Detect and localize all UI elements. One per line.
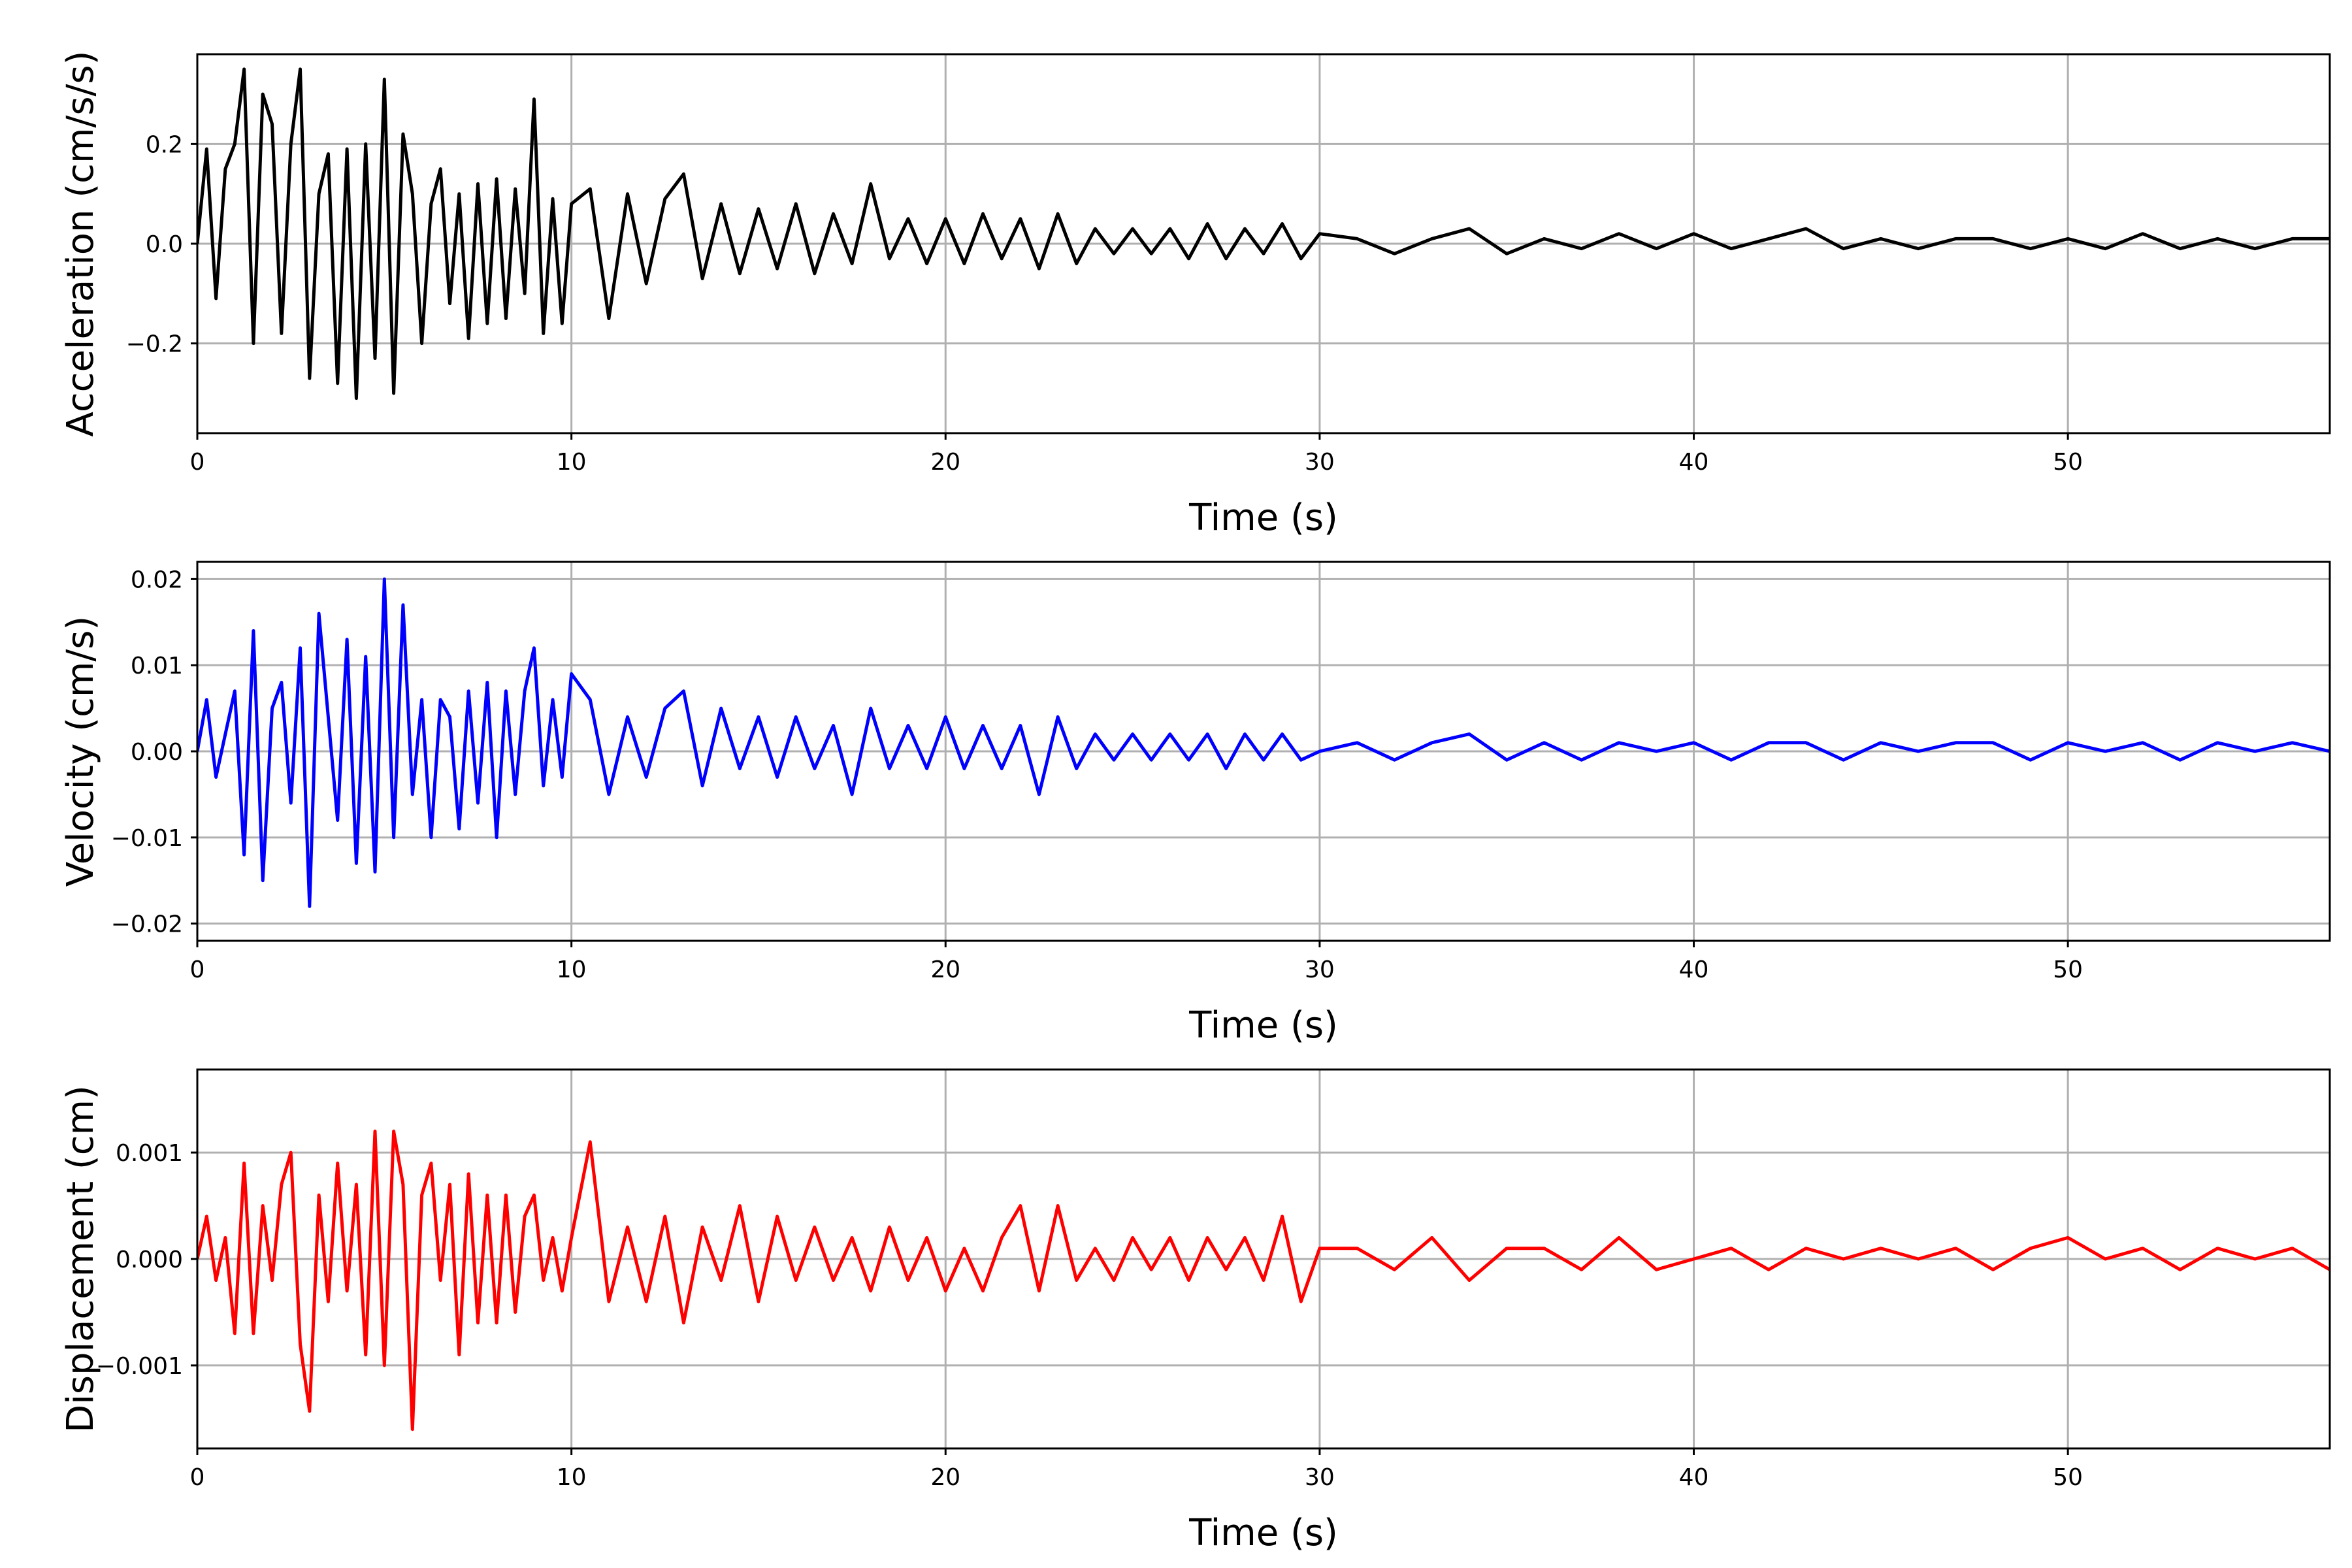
velocity-series-line [197, 577, 2330, 908]
velocity-y-tick-label: −0.01 [111, 825, 183, 852]
acceleration-y-tick-label: 0.2 [146, 131, 183, 158]
acceleration-x-tick-label: 0 [190, 449, 205, 476]
displacement-x-tick-label: 20 [930, 1464, 960, 1491]
acceleration-y-axis-label: Acceleration (cm/s/s) [59, 51, 102, 437]
acceleration-x-tick-label: 50 [2053, 449, 2083, 476]
displacement-x-tick-label: 0 [190, 1464, 205, 1491]
acceleration-panel: 0 10 20 30 40 50 −0.2 0.0 0.2 Time (s) Acceleratio… [59, 51, 2331, 539]
velocity-x-tick-label: 20 [930, 956, 960, 983]
velocity-y-tick-label: 0.01 [131, 653, 183, 679]
acceleration-x-tick-label: 20 [930, 449, 960, 476]
displacement-panel: 0 10 20 30 40 50 −0.001 0.000 0.001 Time (s) Displ… [59, 1068, 2331, 1554]
velocity-y-tick-label: 0.00 [131, 739, 183, 766]
velocity-x-tick-label: 30 [1305, 956, 1335, 983]
acceleration-x-tick-label: 10 [557, 449, 587, 476]
displacement-x-tick-label: 30 [1305, 1464, 1335, 1491]
displacement-y-tick-label: 0.001 [116, 1140, 183, 1167]
acceleration-series-line [197, 67, 2330, 400]
displacement-x-tick-label: 40 [1679, 1464, 1709, 1491]
acceleration-x-tick-label: 30 [1305, 449, 1335, 476]
velocity-y-tick-label: −0.02 [111, 911, 183, 938]
displacement-x-tick-label: 10 [557, 1464, 587, 1491]
displacement-y-tick-label: −0.001 [96, 1353, 183, 1380]
displacement-y-tick-label: 0.000 [116, 1247, 183, 1273]
acceleration-x-tick-label: 40 [1679, 449, 1709, 476]
acceleration-y-tick-label: −0.2 [126, 331, 183, 358]
velocity-x-tick-label: 50 [2053, 956, 2083, 983]
velocity-y-axis-label: Velocity (cm/s) [59, 616, 102, 887]
velocity-x-tick-label: 40 [1679, 956, 1709, 983]
velocity-x-tick-label: 10 [557, 956, 587, 983]
acceleration-y-tick-label: 0.0 [146, 231, 183, 258]
acceleration-x-axis-label: Time (s) [1188, 497, 1338, 539]
velocity-panel: 0 10 20 30 40 50 −0.02 −0.01 0.00 0.01 0.02 Time (s… [59, 561, 2331, 1047]
velocity-x-axis-label: Time (s) [1188, 1004, 1338, 1047]
displacement-x-tick-label: 50 [2053, 1464, 2083, 1491]
displacement-x-axis-label: Time (s) [1188, 1512, 1338, 1554]
velocity-x-tick-label: 0 [190, 956, 205, 983]
velocity-y-tick-label: 0.02 [131, 566, 183, 593]
displacement-y-axis-label: Displacement (cm) [59, 1085, 102, 1433]
displacement-series-line [197, 1130, 2330, 1431]
